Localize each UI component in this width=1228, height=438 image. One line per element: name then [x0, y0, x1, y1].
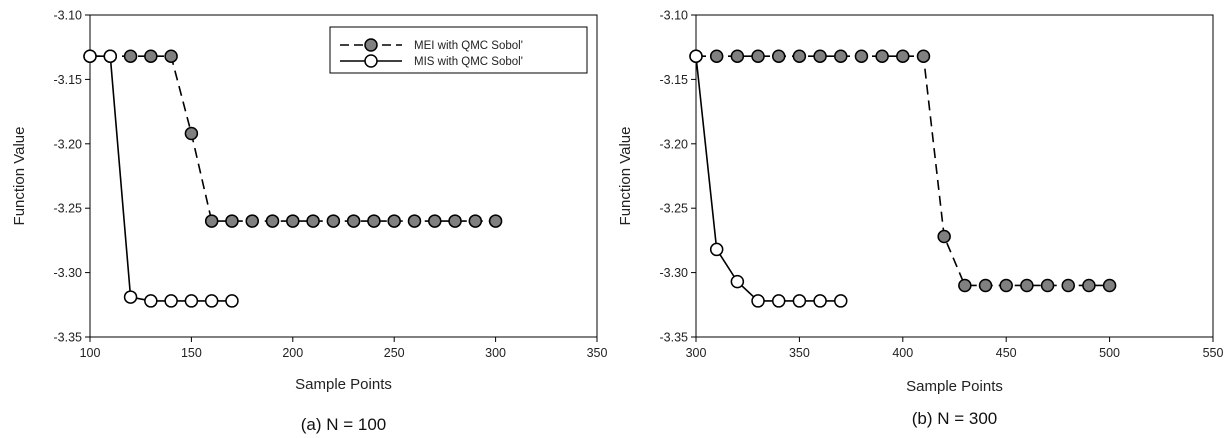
data-point-mei	[709, 49, 724, 63]
data-point-mei	[896, 49, 910, 63]
y-tick-label: -3.20	[54, 137, 83, 151]
data-point-mei	[346, 214, 361, 228]
data-point-mis	[689, 49, 703, 63]
data-point-mei	[245, 214, 259, 228]
data-point-mis	[103, 49, 118, 63]
data-point-mei	[123, 49, 138, 63]
legend-mei-marker	[364, 38, 378, 52]
x-tick-label: 100	[80, 346, 101, 360]
y-axis-title: Function Value	[11, 127, 28, 226]
data-point-mei	[1020, 278, 1034, 293]
data-point-mei	[468, 214, 483, 228]
data-point-mei	[367, 214, 381, 228]
data-point-mei	[1061, 278, 1075, 293]
data-point-mei	[730, 49, 745, 63]
data-point-mei	[1102, 278, 1117, 293]
x-tick-label: 150	[181, 346, 202, 360]
series-line-mei	[90, 55, 496, 222]
data-point-mis	[771, 294, 786, 308]
data-point-mei	[326, 214, 341, 228]
data-point-mei	[1082, 278, 1096, 293]
data-point-mei	[854, 49, 869, 63]
x-tick-label: 450	[996, 346, 1017, 360]
data-point-mis	[83, 49, 97, 63]
y-tick-label: -3.20	[660, 137, 689, 151]
chart-panel-b: Sample Points Function Value (b) N = 300…	[617, 9, 1223, 429]
data-point-mei	[958, 278, 972, 293]
data-point-mis	[792, 294, 807, 308]
y-axis-title: Function Value	[617, 127, 634, 226]
x-tick-label: 200	[282, 346, 303, 360]
plot-area-frame	[89, 14, 598, 338]
data-point-mis	[834, 294, 848, 308]
data-point-mis	[813, 294, 827, 308]
data-point-mei	[751, 49, 765, 63]
y-tick-label: -3.35	[54, 331, 83, 345]
y-tick-label: -3.10	[54, 9, 83, 23]
data-point-mei	[306, 214, 320, 228]
y-tick-label: -3.10	[660, 9, 689, 23]
data-point-mis	[751, 294, 765, 308]
legend-mis-marker	[364, 54, 378, 68]
data-point-mei	[1040, 278, 1055, 293]
data-point-mis	[204, 294, 219, 308]
legend-mis-label: MIS with QMC Sobol'	[414, 56, 523, 68]
data-point-mis	[184, 294, 199, 308]
x-tick-label: 350	[789, 346, 810, 360]
data-point-mei	[204, 214, 219, 228]
data-point-mei	[448, 214, 462, 228]
data-point-mis	[225, 294, 239, 308]
x-tick-label: 550	[1203, 346, 1224, 360]
x-tick-label: 300	[485, 346, 506, 360]
data-point-mei	[488, 214, 503, 228]
data-point-mei	[937, 229, 951, 244]
y-tick-label: -3.25	[54, 202, 83, 216]
legend: MEI with QMC Sobol' MIS with QMC Sobol'	[329, 26, 588, 74]
data-point-mei	[834, 49, 848, 63]
y-tick-label: -3.25	[660, 202, 689, 216]
y-tick-label: -3.35	[660, 331, 689, 345]
data-point-mei	[144, 49, 158, 63]
data-point-mei	[428, 214, 442, 228]
x-tick-label: 300	[686, 346, 707, 360]
data-point-mei	[387, 214, 401, 228]
data-point-mei	[164, 49, 178, 63]
data-point-mis	[709, 242, 724, 257]
y-tick-label: -3.30	[54, 266, 83, 280]
data-point-mei	[286, 214, 300, 228]
data-point-mei	[771, 49, 786, 63]
plot-area-frame	[695, 14, 1214, 338]
x-tick-label: 400	[892, 346, 913, 360]
y-tick-label: -3.15	[660, 73, 689, 87]
data-point-mei	[978, 278, 993, 293]
data-point-mei	[407, 214, 422, 228]
x-tick-label: 500	[1099, 346, 1120, 360]
series-line-mei	[696, 55, 1110, 287]
legend-mei-label: MEI with QMC Sobol'	[414, 40, 523, 52]
data-point-mei	[999, 278, 1013, 293]
series-line-mis	[695, 56, 841, 302]
data-point-mei	[875, 49, 889, 63]
y-tick-label: -3.30	[660, 266, 689, 280]
data-point-mei	[792, 49, 807, 63]
x-axis-title: Sample Points	[295, 376, 392, 393]
data-point-mis	[144, 294, 158, 308]
x-axis-title: Sample Points	[906, 378, 1003, 395]
panel-caption: (b) N = 300	[912, 409, 998, 428]
x-tick-label: 250	[384, 346, 405, 360]
data-point-mei	[813, 49, 827, 63]
data-point-mei	[265, 214, 280, 228]
chart-panel-a: Sample Points Function Value (a) N = 100…	[11, 9, 607, 435]
data-point-mei	[184, 126, 199, 141]
data-point-mis	[123, 290, 138, 304]
panel-caption: (a) N = 100	[301, 415, 387, 434]
x-tick-label: 350	[587, 346, 608, 360]
y-tick-label: -3.15	[54, 73, 83, 87]
data-point-mis	[730, 274, 745, 289]
data-point-mis	[164, 294, 178, 308]
data-point-mei	[916, 49, 931, 63]
series-line-mis	[90, 55, 232, 302]
data-point-mei	[225, 214, 239, 228]
